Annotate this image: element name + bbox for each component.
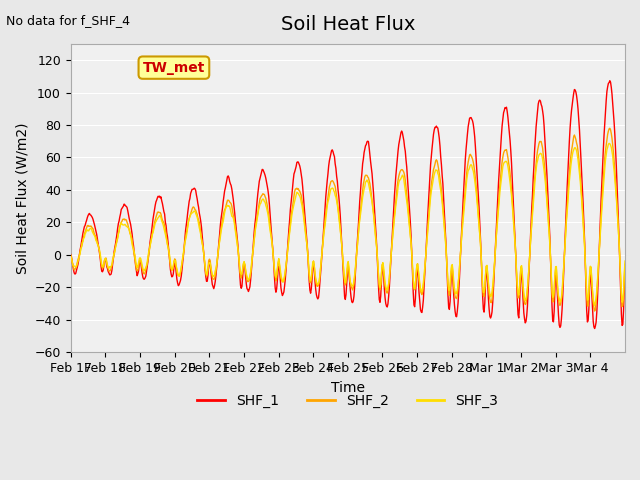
Title: Soil Heat Flux: Soil Heat Flux [280,15,415,34]
Text: No data for f_SHF_4: No data for f_SHF_4 [6,14,131,27]
Legend: SHF_1, SHF_2, SHF_3: SHF_1, SHF_2, SHF_3 [192,388,504,413]
Text: TW_met: TW_met [143,60,205,74]
X-axis label: Time: Time [331,381,365,395]
Y-axis label: Soil Heat Flux (W/m2): Soil Heat Flux (W/m2) [15,122,29,274]
